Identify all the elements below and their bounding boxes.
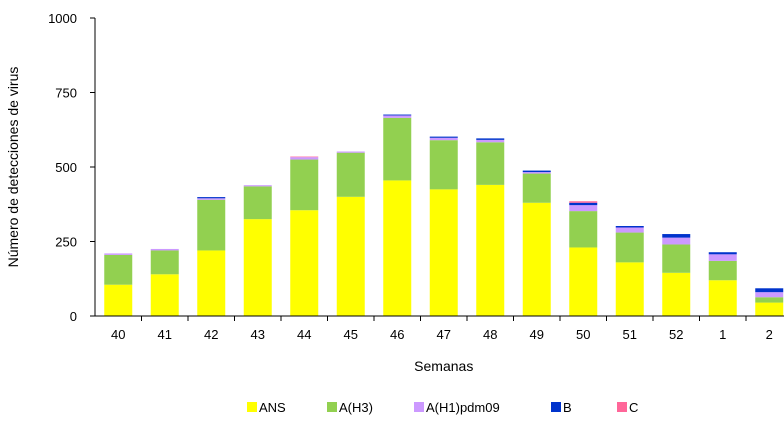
x-tick-label: 40 (111, 327, 125, 342)
bar-segment (429, 137, 458, 141)
x-tick-label: 43 (251, 327, 265, 342)
bar-segment (290, 159, 319, 211)
bar-segment (429, 136, 458, 138)
bar-segment (569, 247, 598, 316)
bar-segment (476, 138, 505, 140)
legend-label: B (563, 400, 572, 415)
legend-label: ANS (259, 400, 286, 415)
bar-segment (522, 173, 551, 203)
legend-swatch (617, 402, 627, 412)
bar-segment (104, 253, 133, 255)
bar-segment (615, 227, 644, 233)
bar-segment (383, 117, 412, 181)
y-axis: 0 250 500 750 1000 (48, 11, 96, 324)
bar-segment (615, 262, 644, 316)
x-tick-label: 51 (623, 327, 637, 342)
bar-segment (104, 254, 133, 285)
bar-segment (569, 201, 598, 203)
bar-segment (755, 288, 784, 293)
bar-segment (615, 226, 644, 228)
bar-segment (662, 237, 691, 245)
bar-segment (476, 142, 505, 185)
bar-segment (569, 211, 598, 248)
bar-segment (383, 115, 412, 118)
x-axis-title: Semanas (414, 358, 473, 374)
bar-segment (429, 189, 458, 316)
bar-segment (243, 186, 272, 220)
bar-segment (383, 180, 412, 316)
bar-segment (522, 170, 551, 173)
y-tick-label: 500 (55, 160, 77, 175)
x-tick-label: 2 (766, 327, 773, 342)
bar-segment (336, 196, 365, 316)
bar-segment (290, 210, 319, 316)
bar-segment (197, 198, 226, 200)
legend-swatch (247, 402, 257, 412)
plot-area (104, 114, 784, 316)
y-tick-label: 0 (70, 309, 77, 324)
bar-segment (569, 202, 598, 206)
bar-segment (243, 185, 272, 187)
bar-segment (662, 244, 691, 273)
bar-segment (708, 260, 737, 281)
y-tick-label: 1000 (48, 11, 77, 26)
y-tick-label: 250 (55, 235, 77, 250)
legend-swatch (551, 402, 561, 412)
bar-segment (197, 250, 226, 316)
bar-segment (615, 232, 644, 263)
y-axis-title: Número de detecciones de virus (5, 67, 21, 268)
bar-segment (662, 234, 691, 238)
bar-segment (104, 284, 133, 316)
bar-segment (755, 302, 784, 316)
bar-segment (197, 197, 226, 199)
y-tick-label: 750 (55, 86, 77, 101)
x-tick-label: 50 (576, 327, 590, 342)
bar-segment (150, 274, 179, 316)
bar-segment (708, 252, 737, 255)
legend: ANS A(H3) A(H1)pdm09 B C (247, 400, 638, 415)
legend-swatch (414, 402, 424, 412)
x-tick-label: 48 (483, 327, 497, 342)
x-tick-label: 42 (204, 327, 218, 342)
bar-segment (383, 114, 412, 116)
bar-segment (708, 280, 737, 316)
bar-segment (755, 292, 784, 298)
bar-segment (662, 272, 691, 316)
bar-segment (336, 151, 365, 153)
bar-segment (150, 250, 179, 275)
bar-segment (755, 297, 784, 303)
legend-label: A(H1)pdm09 (426, 400, 500, 415)
legend-swatch (327, 402, 337, 412)
x-tick-label: 41 (158, 327, 172, 342)
bar-segment (290, 156, 319, 158)
bar-segment (522, 202, 551, 316)
bar-segment (150, 248, 179, 251)
bar-segment (476, 184, 505, 316)
x-axis: 40 41 42 43 44 45 46 47 48 49 50 51 52 1 2 (95, 315, 784, 342)
legend-label: A(H3) (339, 400, 373, 415)
bar-segment (336, 152, 365, 197)
bar-segment (476, 139, 505, 143)
x-tick-label: 47 (437, 327, 451, 342)
bar-segment (290, 157, 319, 160)
x-tick-label: 52 (669, 327, 683, 342)
x-tick-label: 49 (530, 327, 544, 342)
bar-segment (522, 172, 551, 174)
bar-segment (197, 199, 226, 251)
legend-label: C (629, 400, 638, 415)
x-tick-label: 46 (390, 327, 404, 342)
x-tick-label: 45 (344, 327, 358, 342)
bar-segment (429, 140, 458, 190)
bar-segment (708, 254, 737, 261)
x-tick-label: 44 (297, 327, 311, 342)
bar-segment (243, 219, 272, 316)
x-tick-label: 1 (719, 327, 726, 342)
bar-segment (569, 205, 598, 212)
